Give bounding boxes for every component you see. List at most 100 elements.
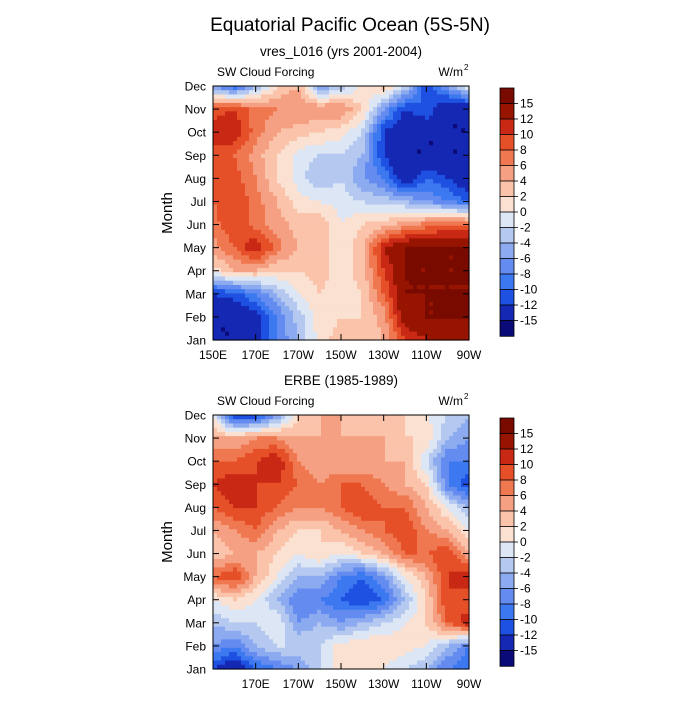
heatmap-cell bbox=[325, 213, 330, 218]
heatmap-cell bbox=[309, 162, 314, 167]
heatmap-cell bbox=[217, 415, 222, 420]
heatmap-cell bbox=[213, 285, 218, 290]
heatmap-cell bbox=[429, 327, 434, 332]
heatmap-cell bbox=[413, 432, 418, 437]
heatmap-cell bbox=[285, 209, 290, 214]
heatmap-cell bbox=[437, 226, 442, 231]
heatmap-cell bbox=[257, 415, 262, 420]
heatmap-cell bbox=[249, 226, 254, 231]
heatmap-cell bbox=[273, 234, 278, 239]
heatmap-cell bbox=[365, 298, 370, 303]
heatmap-cell bbox=[249, 293, 254, 298]
heatmap-cell bbox=[245, 226, 250, 231]
heatmap-cell bbox=[229, 272, 234, 277]
heatmap-cell bbox=[233, 415, 238, 420]
heatmap-cell bbox=[421, 107, 426, 112]
colorbar-label: 4 bbox=[520, 174, 527, 188]
heatmap-cell bbox=[369, 150, 374, 155]
heatmap-cell bbox=[369, 217, 374, 222]
heatmap-cell bbox=[321, 162, 326, 167]
heatmap-cell bbox=[361, 234, 366, 239]
heatmap-cell bbox=[445, 128, 450, 133]
heatmap-cell bbox=[229, 260, 234, 265]
heatmap-cell bbox=[401, 453, 406, 458]
heatmap-cell bbox=[229, 213, 234, 218]
heatmap-cell bbox=[249, 238, 254, 243]
heatmap-cell bbox=[417, 272, 422, 277]
heatmap-cell bbox=[389, 315, 394, 320]
heatmap-cell bbox=[341, 272, 346, 277]
heatmap-cell bbox=[297, 183, 302, 188]
heatmap-cell bbox=[221, 251, 226, 256]
heatmap-cell bbox=[285, 315, 290, 320]
heatmap-cell bbox=[349, 293, 354, 298]
heatmap-cell bbox=[349, 150, 354, 155]
heatmap-cell bbox=[337, 255, 342, 260]
heatmap-cell bbox=[221, 94, 226, 99]
heatmap-cell bbox=[261, 319, 266, 324]
heatmap-cell bbox=[401, 423, 406, 428]
heatmap-cell bbox=[337, 230, 342, 235]
heatmap-cell bbox=[241, 432, 246, 437]
heatmap-cell bbox=[461, 171, 466, 176]
heatmap-cell bbox=[321, 192, 326, 197]
heatmap-cell bbox=[457, 332, 462, 337]
heatmap-cell bbox=[353, 453, 358, 458]
heatmap-cell bbox=[373, 260, 378, 265]
heatmap-cell bbox=[353, 315, 358, 320]
heatmap-cell bbox=[429, 175, 434, 180]
heatmap-cell bbox=[281, 298, 286, 303]
heatmap-cell bbox=[329, 462, 334, 467]
heatmap-cell bbox=[213, 226, 218, 231]
heatmap-cell bbox=[401, 90, 406, 95]
heatmap-cell bbox=[437, 86, 442, 91]
heatmap-cell bbox=[453, 94, 458, 99]
heatmap-cell bbox=[373, 111, 378, 116]
heatmap-cell bbox=[425, 166, 430, 171]
heatmap-cell bbox=[429, 302, 434, 307]
heatmap-cell bbox=[429, 141, 434, 146]
heatmap-cell bbox=[441, 238, 446, 243]
heatmap-cell bbox=[293, 124, 298, 129]
heatmap-cell bbox=[237, 440, 242, 445]
heatmap-cell bbox=[229, 319, 234, 324]
heatmap-cell bbox=[285, 158, 290, 163]
heatmap-cell bbox=[229, 230, 234, 235]
heatmap-cell bbox=[213, 243, 218, 248]
heatmap-cell bbox=[397, 449, 402, 454]
heatmap-cell bbox=[241, 103, 246, 108]
heatmap-cell bbox=[305, 323, 310, 328]
heatmap-cell bbox=[293, 107, 298, 112]
heatmap-cell bbox=[285, 205, 290, 210]
heatmap-cell bbox=[313, 419, 318, 424]
heatmap-cell bbox=[433, 221, 438, 226]
heatmap-cell bbox=[345, 306, 350, 311]
heatmap-cell bbox=[273, 327, 278, 332]
heatmap-cell bbox=[225, 466, 230, 471]
heatmap-cell bbox=[285, 462, 290, 467]
heatmap-cell bbox=[381, 158, 386, 163]
heatmap-cell bbox=[257, 238, 262, 243]
heatmap-cell bbox=[337, 310, 342, 315]
heatmap-cell bbox=[393, 175, 398, 180]
heatmap-cell bbox=[361, 319, 366, 324]
heatmap-cell bbox=[265, 470, 270, 475]
heatmap-cell bbox=[337, 474, 342, 479]
heatmap-cell bbox=[277, 315, 282, 320]
heatmap-cell bbox=[289, 453, 294, 458]
heatmap-cell bbox=[313, 213, 318, 218]
heatmap-cell bbox=[245, 310, 250, 315]
heatmap-cell bbox=[341, 171, 346, 176]
heatmap-cell bbox=[225, 86, 230, 91]
heatmap-cell bbox=[241, 107, 246, 112]
heatmap-cell bbox=[293, 192, 298, 197]
heatmap-cell bbox=[297, 251, 302, 256]
heatmap-cell bbox=[301, 230, 306, 235]
heatmap-cell bbox=[253, 483, 258, 488]
heatmap-cell bbox=[265, 111, 270, 116]
heatmap-cell bbox=[321, 217, 326, 222]
heatmap-cell bbox=[373, 479, 378, 484]
heatmap-cell bbox=[229, 162, 234, 167]
heatmap-cell bbox=[289, 128, 294, 133]
heatmap-cell bbox=[373, 440, 378, 445]
